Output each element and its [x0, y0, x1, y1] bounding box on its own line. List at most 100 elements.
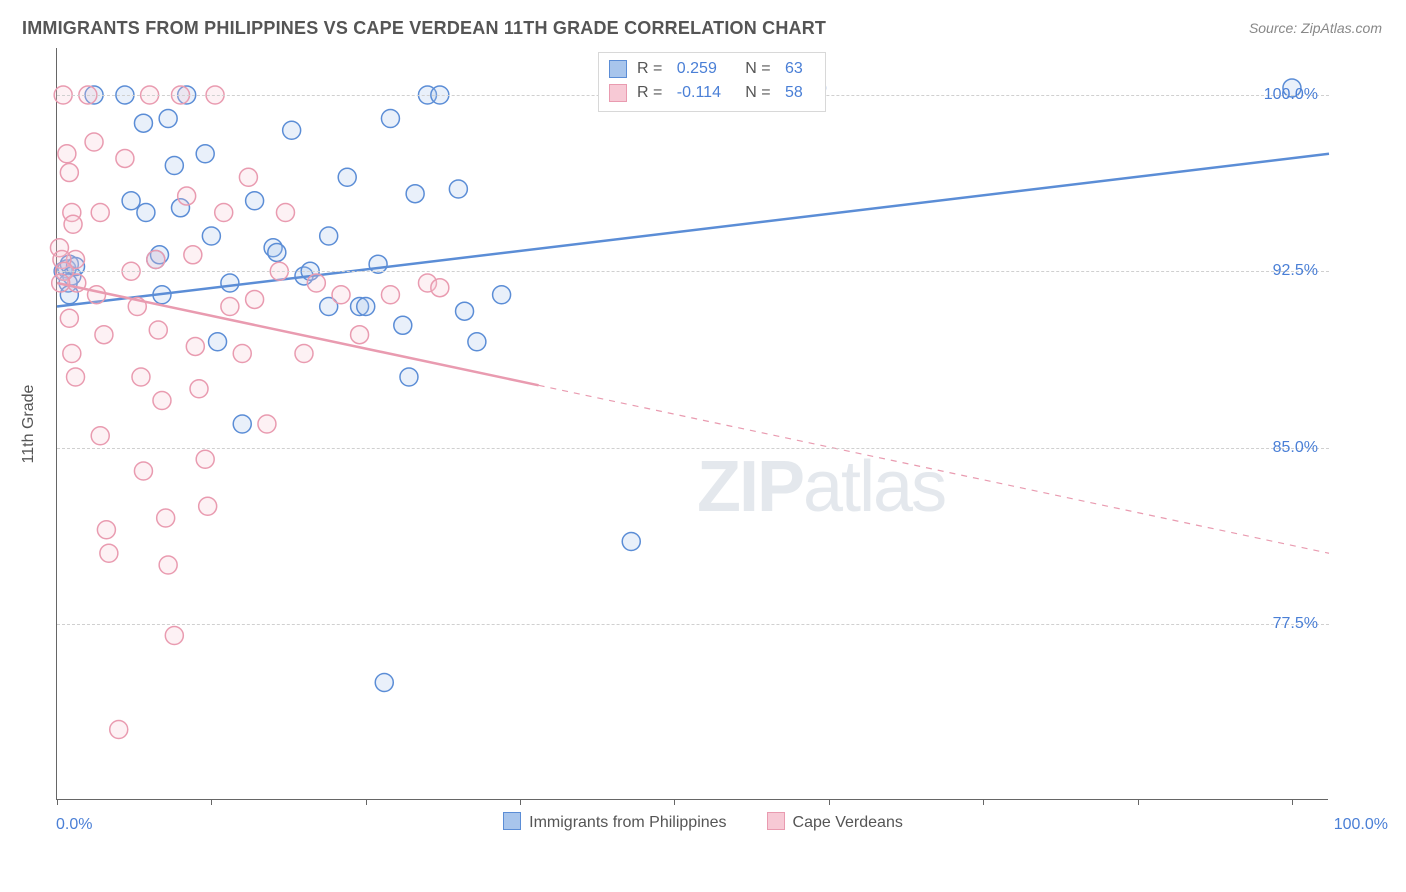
x-tick — [366, 799, 367, 805]
data-point — [295, 345, 313, 363]
data-point — [196, 450, 214, 468]
data-point — [60, 309, 78, 327]
data-point — [233, 415, 251, 433]
data-point — [375, 674, 393, 692]
data-point — [60, 164, 78, 182]
legend-r-value-0: 0.259 — [677, 57, 731, 81]
legend-bottom-swatch-0 — [503, 812, 521, 830]
legend-bottom-label-1: Cape Verdeans — [793, 814, 903, 831]
data-point — [406, 185, 424, 203]
data-point — [246, 290, 264, 308]
data-point — [85, 133, 103, 151]
legend-bottom: Immigrants from Philippines Cape Verdean… — [0, 812, 1406, 832]
x-tick — [674, 799, 675, 805]
trend-line-extrapolated — [539, 385, 1329, 553]
legend-swatch-0 — [609, 60, 627, 78]
data-point — [134, 462, 152, 480]
correlation-chart: IMMIGRANTS FROM PHILIPPINES VS CAPE VERD… — [0, 0, 1406, 892]
data-point — [381, 286, 399, 304]
data-point — [149, 321, 167, 339]
x-tick — [1292, 799, 1293, 805]
data-point — [159, 556, 177, 574]
data-point — [91, 427, 109, 445]
data-point — [276, 204, 294, 222]
legend-swatch-1 — [609, 84, 627, 102]
data-point — [431, 279, 449, 297]
data-point — [196, 145, 214, 163]
data-point — [132, 368, 150, 386]
y-tick-label: 100.0% — [1264, 86, 1318, 104]
data-point — [209, 333, 227, 351]
data-point — [88, 286, 106, 304]
data-point — [91, 204, 109, 222]
data-point — [110, 721, 128, 739]
legend-bottom-label-0: Immigrants from Philippines — [529, 814, 726, 831]
data-point — [283, 121, 301, 139]
data-point — [157, 509, 175, 527]
data-point — [178, 187, 196, 205]
data-point — [332, 286, 350, 304]
x-tick — [983, 799, 984, 805]
data-point — [215, 204, 233, 222]
data-point — [400, 368, 418, 386]
gridline — [57, 448, 1329, 449]
data-point — [258, 415, 276, 433]
data-point — [184, 246, 202, 264]
data-point — [351, 326, 369, 344]
data-point — [320, 227, 338, 245]
legend-inset-row-1: R = -0.114 N = 58 — [609, 81, 815, 105]
legend-bottom-item-1: Cape Verdeans — [767, 812, 903, 832]
legend-n-value-0: 63 — [785, 57, 815, 81]
data-point — [190, 380, 208, 398]
x-tick — [520, 799, 521, 805]
legend-n-value-1: 58 — [785, 81, 815, 105]
gridline — [57, 271, 1329, 272]
data-point — [233, 345, 251, 363]
x-tick — [829, 799, 830, 805]
data-point — [246, 192, 264, 210]
y-tick-label: 77.5% — [1273, 615, 1318, 633]
trend-line — [57, 283, 539, 385]
legend-inset: R = 0.259 N = 63 R = -0.114 N = 58 — [598, 52, 826, 112]
chart-source: Source: ZipAtlas.com — [1249, 20, 1382, 36]
data-point — [64, 215, 82, 233]
data-point — [95, 326, 113, 344]
x-tick — [57, 799, 58, 805]
data-point — [268, 243, 286, 261]
plot-area: ZIPatlas 77.5%85.0%92.5%100.0% — [56, 48, 1328, 800]
legend-bottom-swatch-1 — [767, 812, 785, 830]
data-point — [239, 168, 257, 186]
data-point — [468, 333, 486, 351]
data-point — [58, 145, 76, 163]
legend-bottom-item-0: Immigrants from Philippines — [503, 812, 726, 832]
data-point — [63, 345, 81, 363]
data-point — [493, 286, 511, 304]
data-point — [67, 368, 85, 386]
data-point — [456, 302, 474, 320]
legend-n-label: N = — [741, 81, 775, 105]
legend-inset-row-0: R = 0.259 N = 63 — [609, 57, 815, 81]
y-tick-label: 92.5% — [1273, 262, 1318, 280]
legend-r-label: R = — [637, 81, 667, 105]
data-point — [122, 192, 140, 210]
data-point — [199, 497, 217, 515]
data-point — [134, 114, 152, 132]
data-point — [165, 627, 183, 645]
plot-svg — [57, 48, 1329, 800]
data-point — [137, 204, 155, 222]
data-point — [338, 168, 356, 186]
data-point — [159, 110, 177, 128]
data-point — [357, 298, 375, 316]
legend-n-label: N = — [741, 57, 775, 81]
legend-r-label: R = — [637, 57, 667, 81]
data-point — [381, 110, 399, 128]
data-point — [307, 274, 325, 292]
x-tick — [1138, 799, 1139, 805]
y-tick-label: 85.0% — [1273, 439, 1318, 457]
data-point — [221, 274, 239, 292]
legend-r-value-1: -0.114 — [677, 81, 731, 105]
data-point — [449, 180, 467, 198]
data-point — [221, 298, 239, 316]
data-point — [97, 521, 115, 539]
y-axis-title: 11th Grade — [20, 385, 38, 464]
